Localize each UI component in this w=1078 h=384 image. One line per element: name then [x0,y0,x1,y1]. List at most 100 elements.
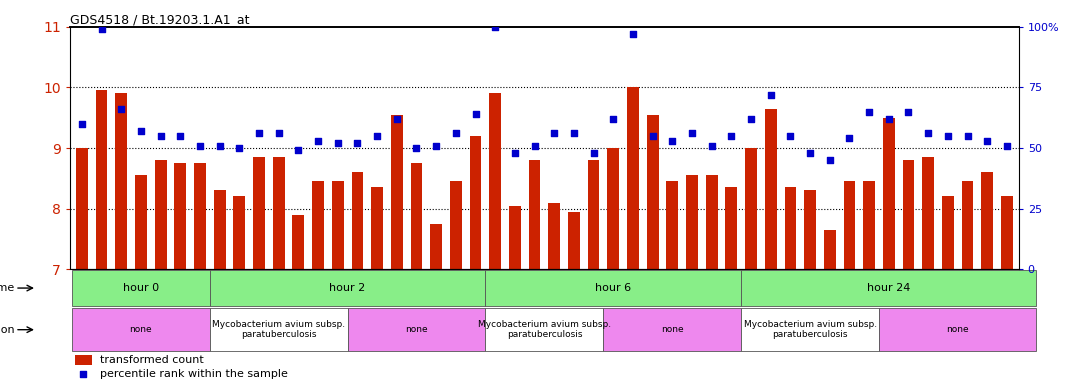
Point [349,140,367,146]
Bar [155,160,166,269]
Text: none: none [129,325,152,334]
Bar [391,115,403,269]
Bar [115,93,127,269]
Bar [292,215,304,269]
Point [703,142,720,149]
Point [881,116,898,122]
Text: hour 24: hour 24 [867,283,911,293]
Bar [666,181,678,269]
Bar [902,160,914,269]
Point [74,371,92,377]
Point [605,116,622,122]
Point [782,133,799,139]
Point [545,131,563,137]
Bar [72,270,210,306]
Text: GDS4518 / Bt.19203.1.A1_at: GDS4518 / Bt.19203.1.A1_at [70,13,250,26]
Point [191,142,208,149]
Bar [371,187,383,269]
Bar [74,355,92,365]
Bar [351,172,363,269]
Point [860,109,877,115]
Point [526,142,543,149]
Bar [879,308,1036,351]
Bar [742,270,1036,306]
Bar [72,308,210,351]
Text: infection: infection [0,325,15,335]
Bar [863,181,875,269]
Point [369,133,386,139]
Text: none: none [946,325,969,334]
Bar [411,163,423,269]
Bar [528,160,540,269]
Bar [686,175,697,269]
Point [979,138,996,144]
Bar [549,202,561,269]
Bar [485,308,604,351]
Bar [135,175,147,269]
Bar [706,175,718,269]
Bar [96,91,108,269]
Point [250,131,267,137]
Bar [745,148,757,269]
Bar [883,118,895,269]
Point [290,147,307,154]
Bar [804,190,816,269]
Text: Mycobacterium avium subsp.
paratuberculosis: Mycobacterium avium subsp. paratuberculo… [212,320,345,339]
Point [211,142,229,149]
Text: Mycobacterium avium subsp.
paratuberculosis: Mycobacterium avium subsp. paratuberculo… [744,320,876,339]
Text: none: none [405,325,428,334]
Point [93,26,110,32]
Bar [607,148,619,269]
Point [467,111,484,117]
Point [920,131,937,137]
Bar [332,181,344,269]
Point [644,133,661,139]
Bar [210,270,485,306]
Point [112,106,129,112]
Text: Mycobacterium avium subsp.
paratuberculosis: Mycobacterium avium subsp. paratuberculo… [478,320,611,339]
Bar [981,172,993,269]
Bar [604,308,742,351]
Point [959,133,977,139]
Point [152,133,169,139]
Bar [844,181,855,269]
Text: time: time [0,283,15,293]
Point [743,116,760,122]
Bar [742,308,879,351]
Point [329,140,346,146]
Bar [450,181,461,269]
Point [565,131,582,137]
Bar [647,115,659,269]
Bar [962,181,973,269]
Point [762,92,779,98]
Point [801,150,818,156]
Bar [470,136,482,269]
Point [271,131,288,137]
Point [309,138,327,144]
Bar [489,93,501,269]
Bar [509,205,521,269]
Point [171,133,189,139]
Bar [175,163,186,269]
Point [231,145,248,151]
Point [507,150,524,156]
Point [486,24,503,30]
Point [900,109,917,115]
Text: hour 2: hour 2 [330,283,365,293]
Text: hour 6: hour 6 [595,283,632,293]
Bar [210,308,347,351]
Bar [923,157,934,269]
Point [428,142,445,149]
Bar [588,160,599,269]
Text: transformed count: transformed count [100,355,204,365]
Bar [1001,197,1013,269]
Text: percentile rank within the sample: percentile rank within the sample [100,369,288,379]
Bar [725,187,737,269]
Text: hour 0: hour 0 [123,283,158,293]
Bar [213,190,225,269]
Bar [347,308,485,351]
Bar [313,181,324,269]
Bar [234,197,245,269]
Bar [485,270,742,306]
Bar [273,157,285,269]
